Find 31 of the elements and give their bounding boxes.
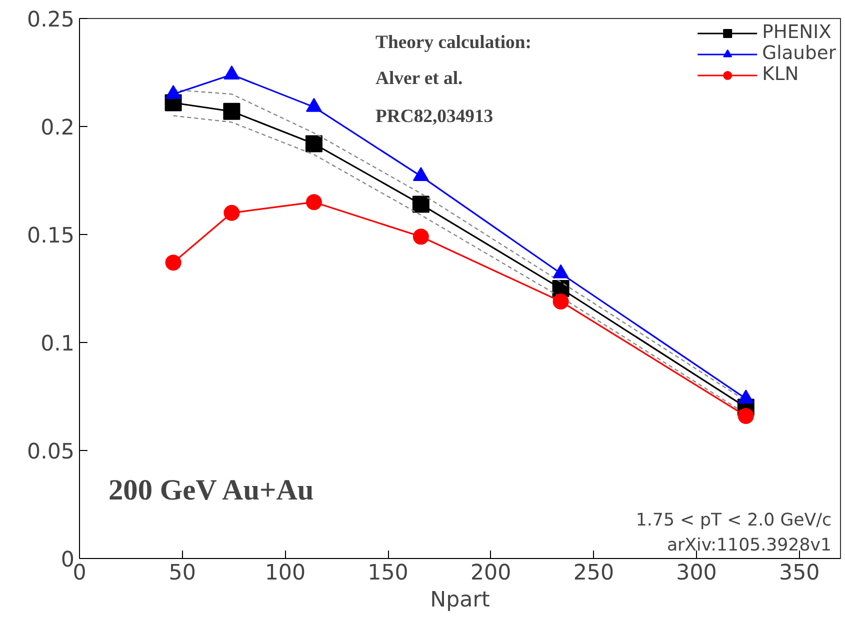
annotation: 200 GeV Au+Au — [108, 474, 314, 506]
x-tick-label: 250 — [573, 560, 614, 586]
annotation: 1.75 < pT < 2.0 GeV/c — [636, 510, 832, 530]
point — [412, 196, 430, 213]
x-tick-label: 50 — [168, 560, 196, 586]
y-tick-label: 0.2 — [40, 116, 75, 140]
annotation: Alver et al. — [376, 68, 463, 89]
x-tick-label: 350 — [779, 560, 820, 586]
point — [552, 293, 569, 310]
annotation: Theory calculation: — [376, 32, 532, 53]
legend-label: KLN — [762, 64, 799, 85]
y-tick-label: 0.1 — [40, 332, 75, 356]
legend-label: Glauber — [762, 43, 836, 64]
point — [165, 254, 182, 271]
y-tick-label: 0.15 — [27, 224, 75, 248]
point — [305, 135, 322, 152]
point — [306, 194, 322, 210]
y-tick-label: 0.25 — [27, 8, 75, 32]
annotation: PRC82,034913 — [376, 106, 494, 127]
point — [224, 204, 240, 221]
x-tick-label: 100 — [264, 560, 306, 586]
point — [223, 102, 240, 120]
annotation: arXiv:1105.3928v1 — [666, 536, 832, 556]
x-tick-label: 150 — [368, 560, 408, 586]
point — [412, 228, 429, 245]
x-axis-title: Npart — [430, 588, 490, 612]
legend-label: PHENIX — [762, 22, 832, 43]
y-tick-label: 0.05 — [27, 440, 75, 464]
x-tick-label: 300 — [676, 560, 717, 586]
point — [738, 408, 754, 424]
x-tick-label: 200 — [470, 560, 512, 586]
